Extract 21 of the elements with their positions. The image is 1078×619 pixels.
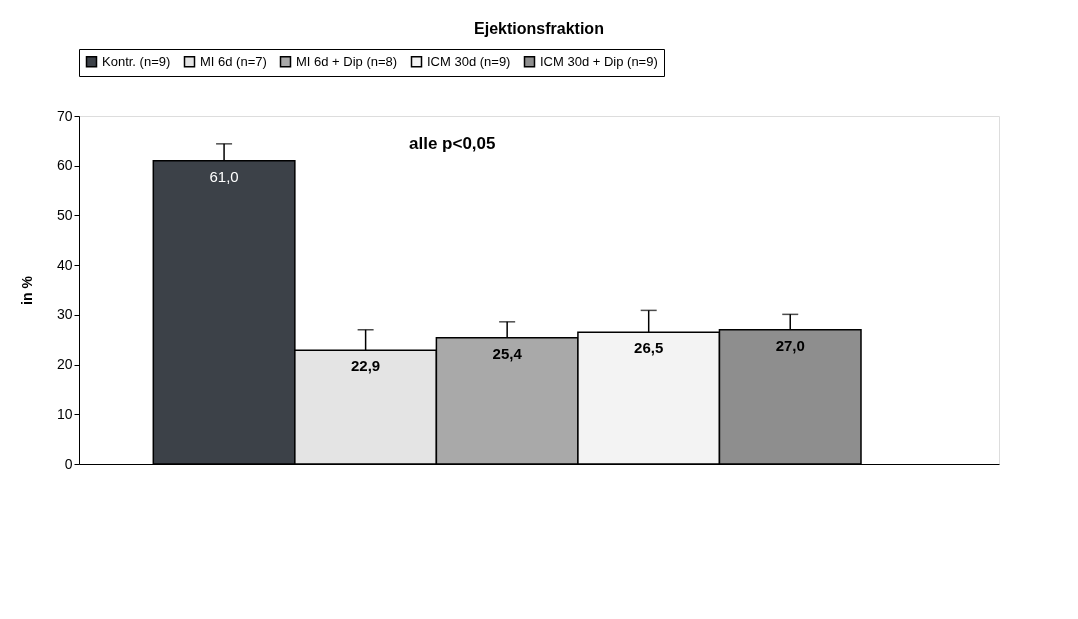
legend-label: Kontr. (n=9) [102, 53, 171, 69]
y-tick-label: 0 [64, 455, 73, 472]
legend-label: ICM 30d + Dip (n=9) [540, 53, 658, 69]
y-tick-label: 10 [56, 405, 73, 422]
y-tick-label: 70 [56, 107, 73, 124]
legend-label: MI 6d + Dip (n=8) [296, 53, 398, 69]
chart-title: Ejektionsfraktion [474, 19, 604, 37]
y-axis-title: in % [18, 275, 35, 305]
y-tick-label: 60 [56, 157, 73, 174]
annotation: alle p<0,05 [409, 134, 496, 153]
y-tick-label: 30 [56, 306, 73, 323]
data-label: 25,4 [492, 344, 523, 362]
data-label: 26,5 [634, 339, 664, 357]
y-tick-label: 40 [56, 256, 73, 273]
legend-label: ICM 30d (n=9) [427, 53, 511, 69]
legend-label: MI 6d (n=7) [200, 53, 267, 69]
y-tick-label: 20 [56, 356, 73, 373]
y-tick-label: 50 [56, 206, 73, 223]
data-label: 61,0 [209, 167, 239, 185]
data-label: 22,9 [351, 357, 381, 375]
data-label: 27,0 [775, 336, 805, 354]
